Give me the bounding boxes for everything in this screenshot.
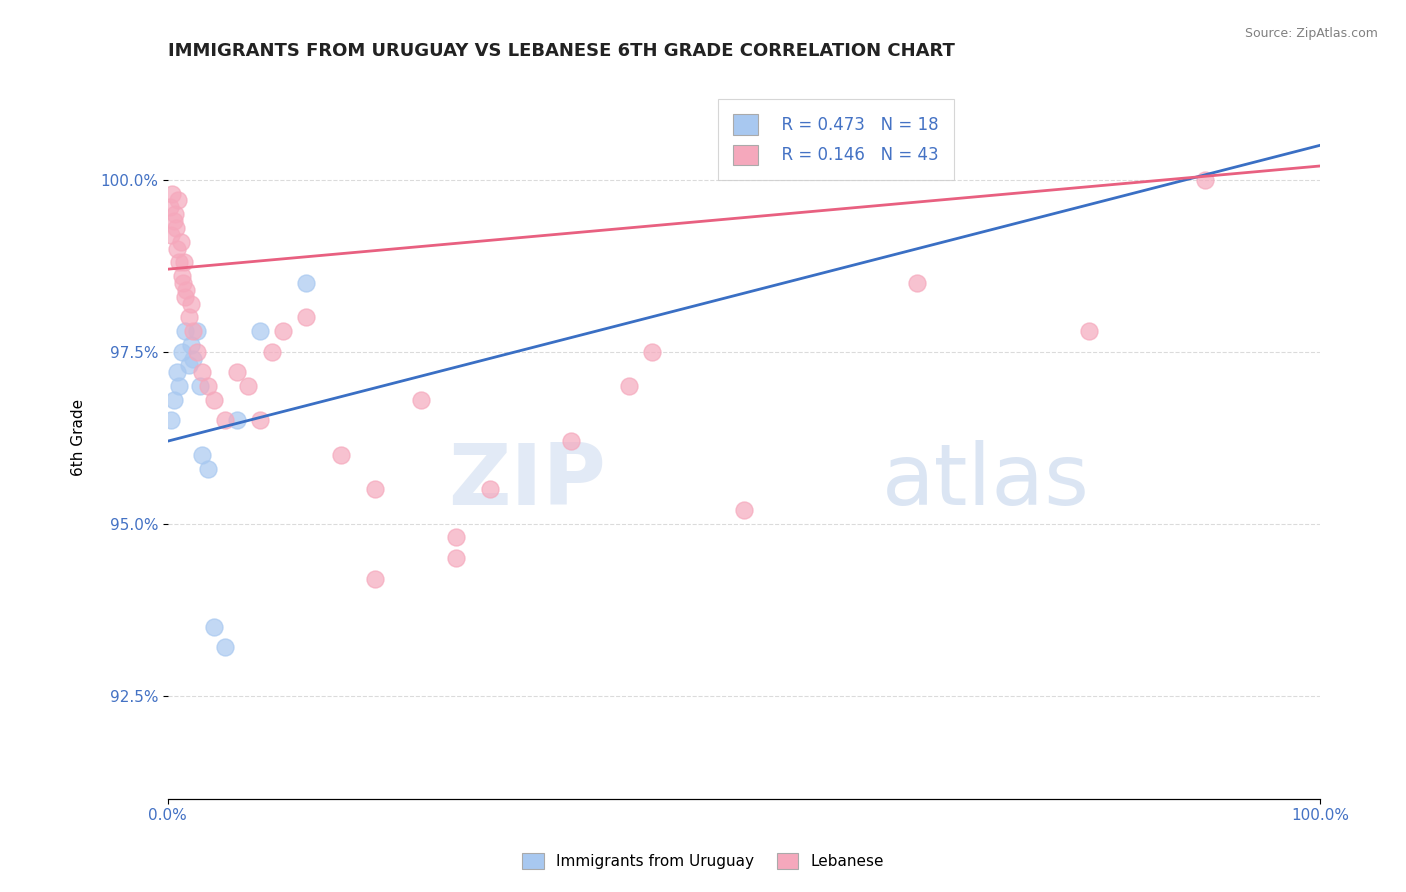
Point: [169, 379, 191, 393]
Point: [174, 290, 197, 304]
Point: [364, 482, 387, 496]
Point: [166, 365, 188, 379]
Point: [163, 207, 186, 221]
Point: [169, 235, 191, 249]
Point: [238, 379, 260, 393]
Point: [226, 413, 249, 427]
Point: [295, 310, 318, 325]
Point: [177, 310, 200, 325]
Point: [249, 324, 271, 338]
Point: [180, 296, 202, 310]
Point: [173, 255, 195, 269]
Text: ZIP: ZIP: [449, 440, 606, 523]
Point: [260, 344, 283, 359]
Point: [172, 276, 194, 290]
Point: [617, 379, 640, 393]
Point: [444, 530, 467, 544]
Point: [197, 379, 219, 393]
Point: [180, 338, 202, 352]
Point: [181, 324, 204, 338]
Point: [162, 392, 184, 407]
Point: [174, 283, 197, 297]
Point: [560, 434, 582, 449]
Point: [733, 503, 755, 517]
Point: [160, 413, 183, 427]
Point: [271, 324, 294, 338]
Point: [1194, 173, 1216, 187]
Text: IMMIGRANTS FROM URUGUAY VS LEBANESE 6TH GRADE CORRELATION CHART: IMMIGRANTS FROM URUGUAY VS LEBANESE 6TH …: [167, 42, 955, 60]
Point: [166, 242, 188, 256]
Point: [905, 276, 928, 290]
Legend:   R = 0.473   N = 18,   R = 0.146   N = 43: R = 0.473 N = 18, R = 0.146 N = 43: [718, 99, 955, 180]
Point: [170, 344, 193, 359]
Point: [160, 227, 183, 242]
Point: [479, 482, 502, 496]
Point: [1078, 324, 1101, 338]
Point: [162, 214, 184, 228]
Point: [181, 351, 204, 366]
Y-axis label: 6th Grade: 6th Grade: [72, 399, 86, 476]
Text: atlas: atlas: [882, 440, 1090, 523]
Point: [162, 186, 184, 201]
Point: [165, 220, 187, 235]
Point: [202, 392, 225, 407]
Point: [214, 640, 236, 655]
Point: [174, 324, 197, 338]
Point: [191, 365, 214, 379]
Point: [186, 344, 208, 359]
Point: [177, 359, 200, 373]
Point: [444, 551, 467, 566]
Point: [170, 268, 193, 283]
Text: Source: ZipAtlas.com: Source: ZipAtlas.com: [1244, 27, 1378, 40]
Point: [214, 413, 236, 427]
Point: [364, 572, 387, 586]
Point: [191, 448, 214, 462]
Point: [226, 365, 249, 379]
Point: [197, 461, 219, 475]
Point: [295, 276, 318, 290]
Point: [159, 200, 181, 214]
Point: [640, 344, 662, 359]
Point: [167, 194, 190, 208]
Point: [169, 255, 191, 269]
Point: [188, 379, 211, 393]
Point: [329, 448, 352, 462]
Point: [186, 324, 208, 338]
Point: [249, 413, 271, 427]
Legend: Immigrants from Uruguay, Lebanese: Immigrants from Uruguay, Lebanese: [516, 847, 890, 875]
Point: [202, 620, 225, 634]
Point: [411, 392, 433, 407]
